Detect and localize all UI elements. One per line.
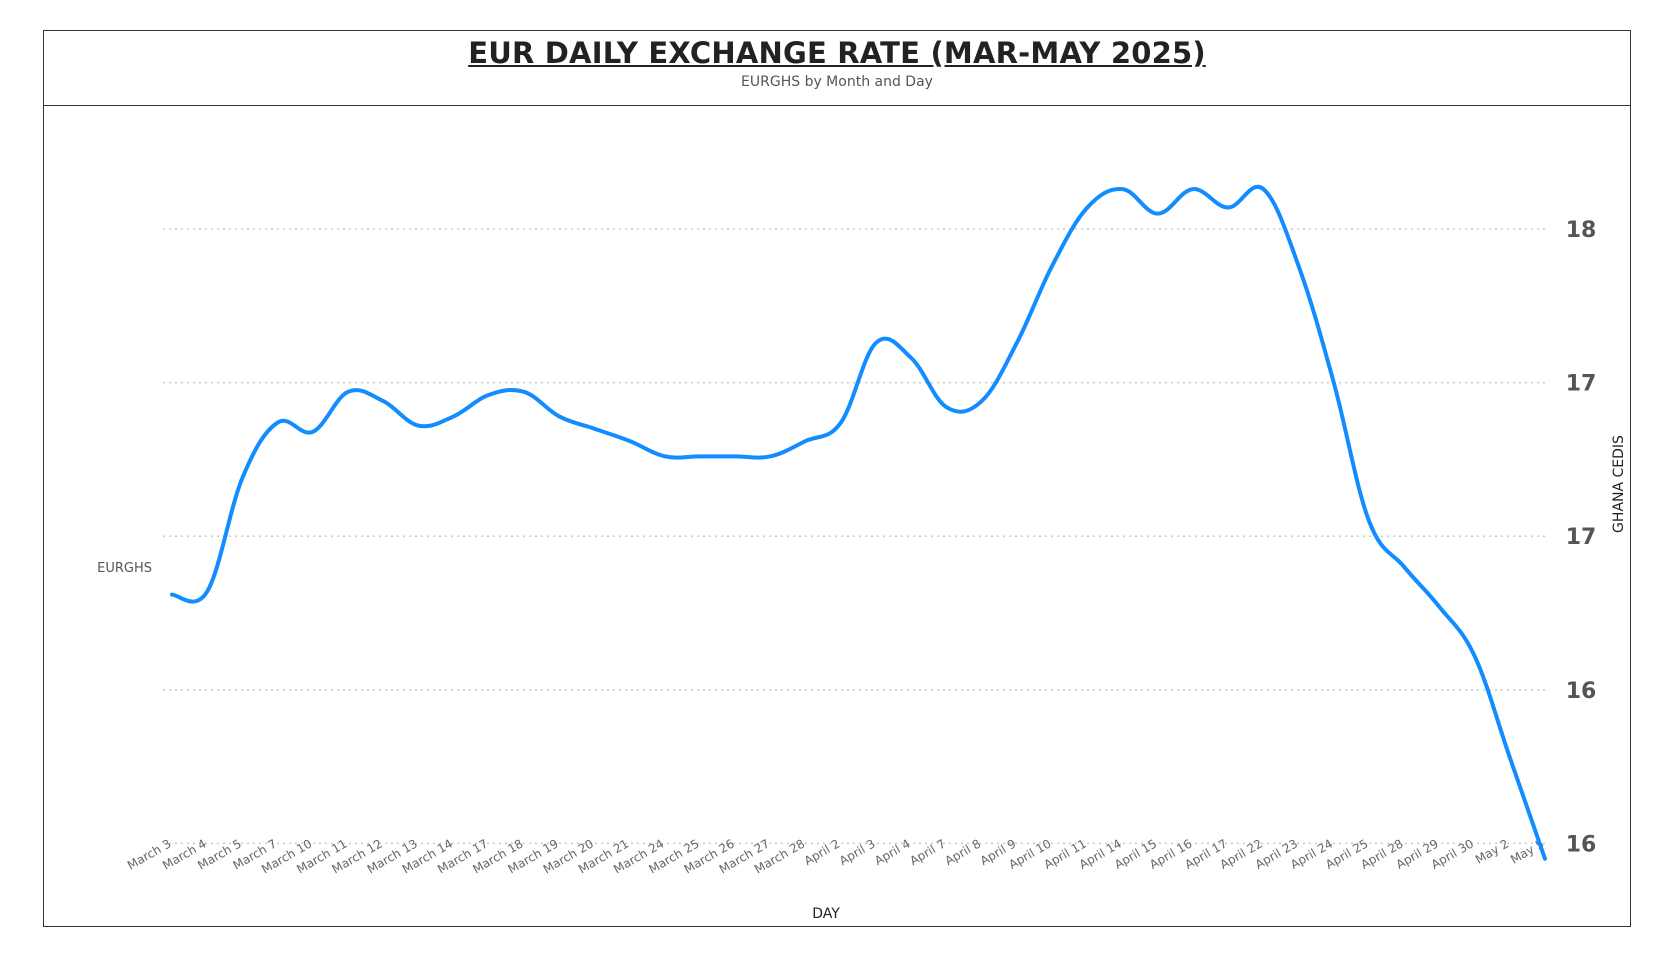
y-tick-label: 16 xyxy=(1566,679,1597,704)
chart-subtitle: EURGHS by Month and Day xyxy=(741,74,933,90)
y-axis-ticks: 16 16 17 17 18 xyxy=(1566,218,1597,857)
x-tick-label: April 8 xyxy=(943,836,984,868)
y-tick-label: 17 xyxy=(1566,525,1597,550)
x-tick-label: April 3 xyxy=(837,836,878,868)
series-label: EURGHS xyxy=(97,561,152,576)
x-tick-label: April 2 xyxy=(802,836,843,868)
x-axis-label: DAY xyxy=(812,906,840,922)
y-tick-label: 16 xyxy=(1566,832,1597,857)
x-tick-label: April 4 xyxy=(872,836,913,868)
chart-frame: EUR DAILY EXCHANGE RATE (MAR-MAY 2025) E… xyxy=(43,30,1631,927)
y-tick-label: 18 xyxy=(1566,218,1597,243)
chart-header: EUR DAILY EXCHANGE RATE (MAR-MAY 2025) E… xyxy=(44,31,1630,106)
y-axis-label: GHANA CEDIS xyxy=(1611,435,1627,533)
gridlines xyxy=(163,228,1545,845)
y-tick-label: 17 xyxy=(1566,372,1597,397)
x-tick-label: April 7 xyxy=(907,836,948,868)
x-tick-label: May 2 xyxy=(1473,836,1511,866)
series-line-eurghs xyxy=(170,184,1547,861)
chart-title: EUR DAILY EXCHANGE RATE (MAR-MAY 2025) xyxy=(468,36,1206,70)
